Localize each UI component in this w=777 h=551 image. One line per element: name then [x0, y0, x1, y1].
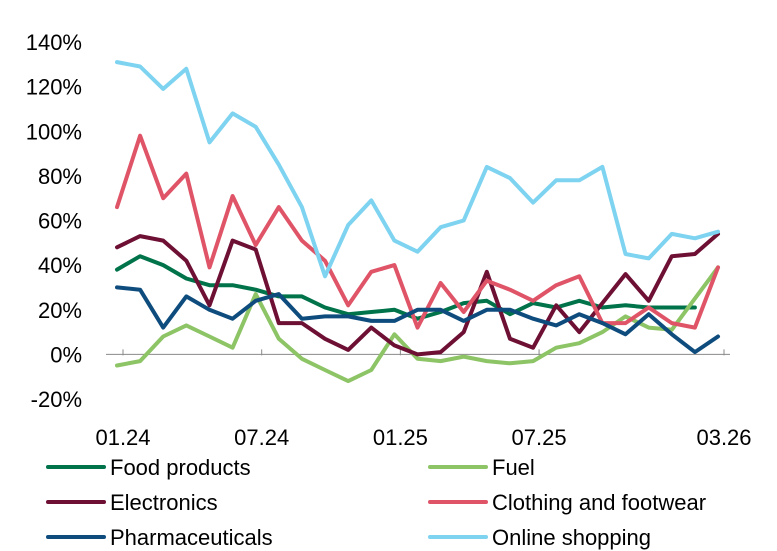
y-tick-label: 100%: [26, 119, 82, 144]
series-line-online-shopping: [115, 60, 720, 279]
legend-label: Online shopping: [492, 525, 651, 550]
y-tick-label: 140%: [26, 30, 82, 55]
x-tick-labels: 01.24 07.24 01.25 07.25 03.26: [95, 425, 751, 450]
legend-item: Electronics: [46, 490, 218, 515]
y-tick-label: -20%: [31, 387, 82, 412]
y-tick-label: 60%: [38, 209, 82, 234]
y-tick-label: 80%: [38, 164, 82, 189]
x-tick-label: 01.25: [373, 425, 428, 450]
legend-item: Pharmaceuticals: [46, 525, 273, 550]
y-tick-label: 120%: [26, 75, 82, 100]
y-tick-label: 0%: [50, 342, 82, 367]
y-tick-label: 40%: [38, 253, 82, 278]
legend-item: Fuel: [428, 455, 535, 480]
series-line-pharmaceuticals: [115, 285, 720, 355]
legend-item: Online shopping: [428, 525, 651, 550]
x-tick-label: 03.26: [696, 425, 751, 450]
series-line-food-products: [115, 254, 697, 321]
y-axis: 140% 120% 100% 80% 60% 40% 20% 0% -20%: [26, 30, 82, 412]
series-lines: [115, 60, 720, 384]
legend-label: Electronics: [110, 490, 218, 515]
x-tick-label: 07.25: [512, 425, 567, 450]
legend-label: Fuel: [492, 455, 535, 480]
x-tick-label: 01.24: [95, 425, 150, 450]
legend-item: Food products: [46, 455, 251, 480]
legend-label: Food products: [110, 455, 251, 480]
legend-label: Pharmaceuticals: [110, 525, 273, 550]
legend: Food products Fuel Electronics Clothing and…: [46, 455, 706, 550]
legend-item: Clothing and footwear: [428, 490, 706, 515]
x-tick-label: 07.24: [234, 425, 289, 450]
series-line-clothing-and-footwear: [115, 133, 720, 330]
legend-label: Clothing and footwear: [492, 490, 706, 515]
series-line-electronics: [115, 231, 720, 357]
y-tick-label: 20%: [38, 298, 82, 323]
